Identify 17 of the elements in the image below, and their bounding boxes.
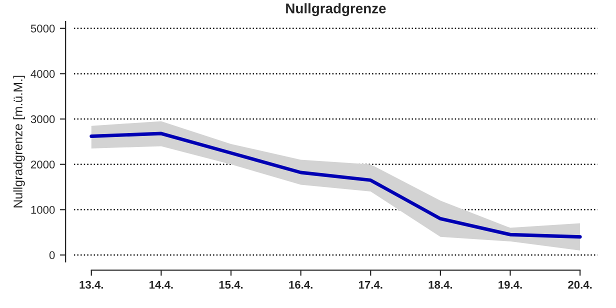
line-series <box>90 132 582 239</box>
x-tick-label: 18.4. <box>428 280 452 289</box>
x-tick-label: 14.4. <box>150 280 173 289</box>
x-tick-label: 13.4. <box>80 280 103 289</box>
x-tick-label: 17.4. <box>358 280 382 289</box>
x-tick-label: 15.4. <box>219 280 243 289</box>
y-tick-label: 4000 <box>30 70 55 78</box>
y-tick-label: 2000 <box>31 160 55 168</box>
x-tick-label: 16.4. <box>289 280 312 289</box>
y-axis-title: Nullgradgrenze [m.ü.M.] <box>13 76 25 208</box>
x-tick-label: 20.4. <box>568 280 592 289</box>
chart-title: Nullgradgrenze <box>286 3 386 16</box>
y-tick-label: 3000 <box>30 115 55 124</box>
x-tick-label: 19.4. <box>498 280 522 289</box>
y-tick-label: 0 <box>49 251 55 260</box>
y-tick-label: 5000 <box>30 24 55 32</box>
y-tick-label: 1000 <box>31 206 55 214</box>
